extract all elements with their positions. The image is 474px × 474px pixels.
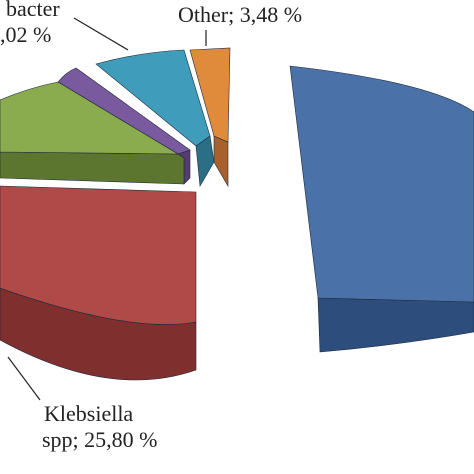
slice-label-other: Other; 3,48 % bbox=[178, 2, 302, 28]
slice-label-bacter-line2: ,02 % bbox=[0, 22, 52, 47]
leader-line-bacter bbox=[73, 17, 129, 51]
slice-label-bacter-line1: bacter bbox=[6, 0, 60, 21]
slice-green bbox=[0, 81, 180, 155]
slice-green-side bbox=[0, 151, 185, 185]
slice-label-bacter: bacter ,02 % bbox=[0, 0, 60, 48]
slice-label-other-text: Other; 3,48 % bbox=[178, 2, 303, 27]
slice-other bbox=[189, 47, 231, 143]
slice-label-klebsiella: Klebsiella spp; 25,80 % bbox=[42, 401, 158, 453]
slice-other-side bbox=[213, 135, 229, 188]
slice-purple bbox=[57, 67, 191, 155]
slice-main-blue-side bbox=[317, 297, 474, 353]
slice-label-klebsiella-line2: spp; 25,80 % bbox=[42, 427, 158, 452]
slice-label-klebsiella-line1: Klebsiella bbox=[44, 401, 134, 426]
slice-bacter bbox=[95, 49, 211, 147]
leader-line-klebsiella bbox=[7, 356, 41, 401]
slice-main-blue bbox=[289, 65, 474, 303]
slice-klebsiella bbox=[0, 185, 197, 325]
